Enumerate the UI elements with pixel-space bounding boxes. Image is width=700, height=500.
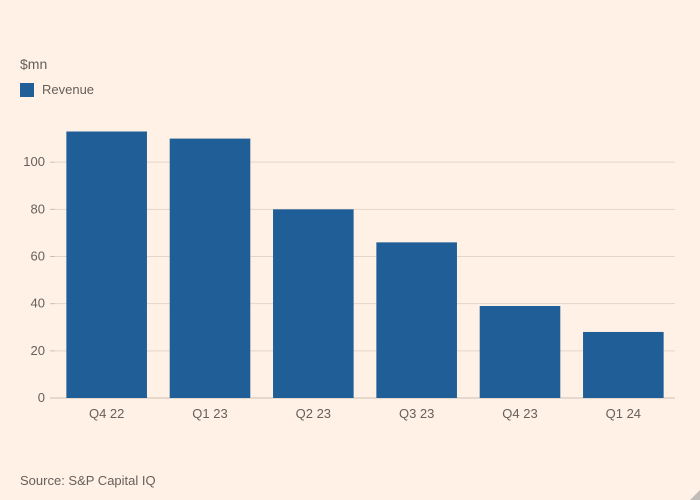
x-tick-label: Q3 23 <box>399 406 434 421</box>
bar <box>480 306 561 398</box>
x-tick-label: Q1 23 <box>192 406 227 421</box>
x-tick-label: Q4 23 <box>502 406 537 421</box>
chart-container: $mn Revenue 0 20 40 60 80 100 Q4 22 Q1 23 Q2 23 Q… <box>20 56 680 426</box>
y-tick-label: 0 <box>38 390 45 405</box>
resize-handle-icon[interactable] <box>690 490 700 500</box>
y-tick-label: 20 <box>31 343 45 358</box>
bar <box>583 332 664 398</box>
y-tick-label: 40 <box>31 296 45 311</box>
source-attribution: Source: S&P Capital IQ <box>20 473 156 488</box>
bar-chart: 0 20 40 60 80 100 Q4 22 Q1 23 Q2 23 Q3 23 Q4 23 Q1 … <box>20 111 675 426</box>
y-tick-label: 100 <box>23 154 45 169</box>
x-tick-label: Q2 23 <box>296 406 331 421</box>
y-tick-label: 80 <box>31 201 45 216</box>
legend-swatch <box>20 83 34 97</box>
legend: Revenue <box>20 82 680 97</box>
bar <box>170 139 251 398</box>
x-tick-label: Q4 22 <box>89 406 124 421</box>
y-tick-label: 60 <box>31 249 45 264</box>
x-tick-label: Q1 24 <box>606 406 641 421</box>
bar <box>66 132 147 398</box>
source-text: S&P Capital IQ <box>68 473 155 488</box>
bar <box>273 209 354 398</box>
y-axis-label: $mn <box>20 56 680 72</box>
bar <box>376 242 457 398</box>
source-prefix: Source: <box>20 473 68 488</box>
legend-series-label: Revenue <box>42 82 94 97</box>
